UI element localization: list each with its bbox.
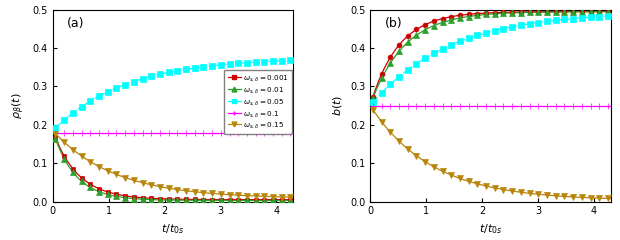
X-axis label: $t/t_{0s}$: $t/t_{0s}$ bbox=[161, 222, 185, 236]
Text: (a): (a) bbox=[67, 17, 85, 30]
X-axis label: $t/t_{0s}$: $t/t_{0s}$ bbox=[479, 222, 502, 236]
Text: (b): (b) bbox=[384, 17, 402, 30]
Legend: $\omega_{s,\delta} = 0.001$, $\omega_{s,\delta} =0.01$, $\omega_{s,\delta} =0.05: $\omega_{s,\delta} = 0.001$, $\omega_{s,… bbox=[224, 70, 292, 134]
Y-axis label: $\rho_{\beta}(t)$: $\rho_{\beta}(t)$ bbox=[11, 92, 27, 119]
Y-axis label: $b(t)$: $b(t)$ bbox=[332, 95, 344, 116]
